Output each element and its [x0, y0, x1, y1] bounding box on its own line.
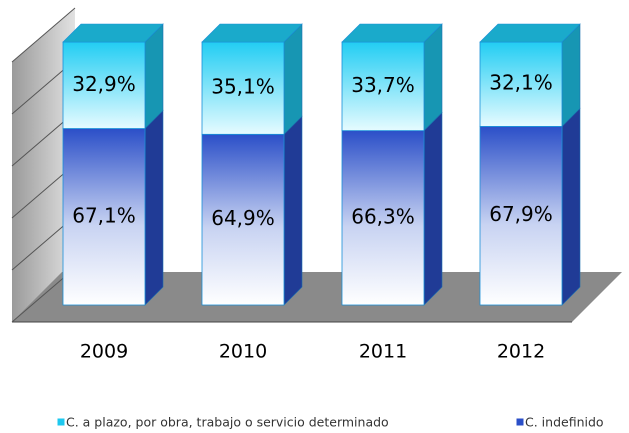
bar-segment — [201, 23, 303, 136]
bar-side — [561, 107, 581, 306]
bar-front — [479, 126, 563, 306]
value-label: 33,7% — [351, 73, 415, 97]
value-label: 66,3% — [351, 204, 415, 228]
bar-top — [201, 23, 303, 43]
floor — [12, 272, 622, 322]
bar-top — [479, 23, 581, 43]
bar-segment — [341, 111, 443, 306]
legend-label: C. indefinido — [525, 415, 604, 430]
bar-front — [62, 41, 146, 129]
x-tick-label: 2009 — [80, 341, 128, 363]
bar-front — [341, 41, 425, 132]
value-label: 32,1% — [489, 71, 553, 95]
legend-swatch — [56, 417, 66, 427]
legend-label: C. a plazo, por obra, trabajo o servicio… — [66, 415, 389, 430]
bar-side — [423, 111, 443, 306]
bar-front — [62, 128, 146, 306]
bar-side — [283, 23, 303, 136]
value-label: 32,9% — [72, 72, 136, 96]
bar-side — [283, 115, 303, 306]
x-tick-label: 2011 — [359, 341, 407, 363]
bar-segment — [479, 107, 581, 306]
bar-segment — [479, 23, 581, 128]
legend-swatch — [515, 417, 525, 427]
value-label: 67,9% — [489, 202, 553, 226]
bar-front — [341, 130, 425, 306]
back-wall — [12, 8, 75, 322]
bar-segment — [201, 115, 303, 306]
bar-side — [423, 23, 443, 132]
bar-front — [201, 41, 285, 135]
bar-top — [62, 23, 164, 43]
grid-line — [11, 7, 76, 63]
value-label: 64,9% — [211, 206, 275, 230]
bar-front — [201, 133, 285, 306]
bar-segment — [341, 23, 443, 132]
x-tick-label: 2010 — [219, 341, 267, 363]
bar-side — [144, 109, 164, 306]
bar-top — [341, 23, 443, 43]
value-label: 67,1% — [72, 203, 136, 227]
bar-segment — [62, 23, 164, 130]
bar-front — [479, 41, 563, 127]
value-label: 35,1% — [211, 75, 275, 99]
x-tick-label: 2012 — [497, 341, 545, 363]
